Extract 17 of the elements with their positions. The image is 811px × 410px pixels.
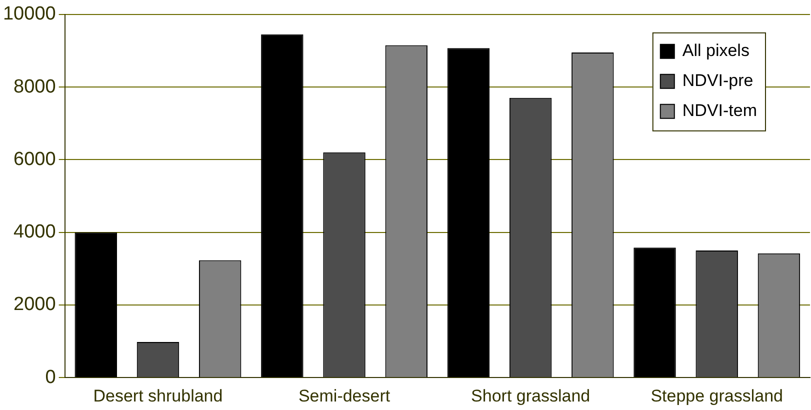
x-tick-label: Desert shrubland — [93, 386, 223, 406]
y-tick-label: 10000 — [2, 4, 56, 25]
x-tick-label: Short grassland — [471, 386, 590, 406]
x-tick-label: Semi-desert — [298, 386, 390, 406]
y-tick-label: 0 — [45, 366, 56, 388]
bar — [447, 48, 490, 378]
bar — [74, 232, 117, 378]
legend-label: NDVI-tem — [682, 101, 758, 120]
legend-label: All pixels — [682, 41, 750, 60]
bar — [261, 34, 304, 378]
y-tick-label: 2000 — [14, 294, 56, 316]
y-tick-label: 6000 — [14, 148, 56, 170]
bar — [634, 248, 676, 378]
legend-label: NDVI-pre — [682, 71, 754, 90]
x-tick-label: Steppe grassland — [650, 386, 784, 406]
y-tick-label: 8000 — [14, 76, 56, 98]
y-tick-label: 4000 — [14, 222, 56, 243]
